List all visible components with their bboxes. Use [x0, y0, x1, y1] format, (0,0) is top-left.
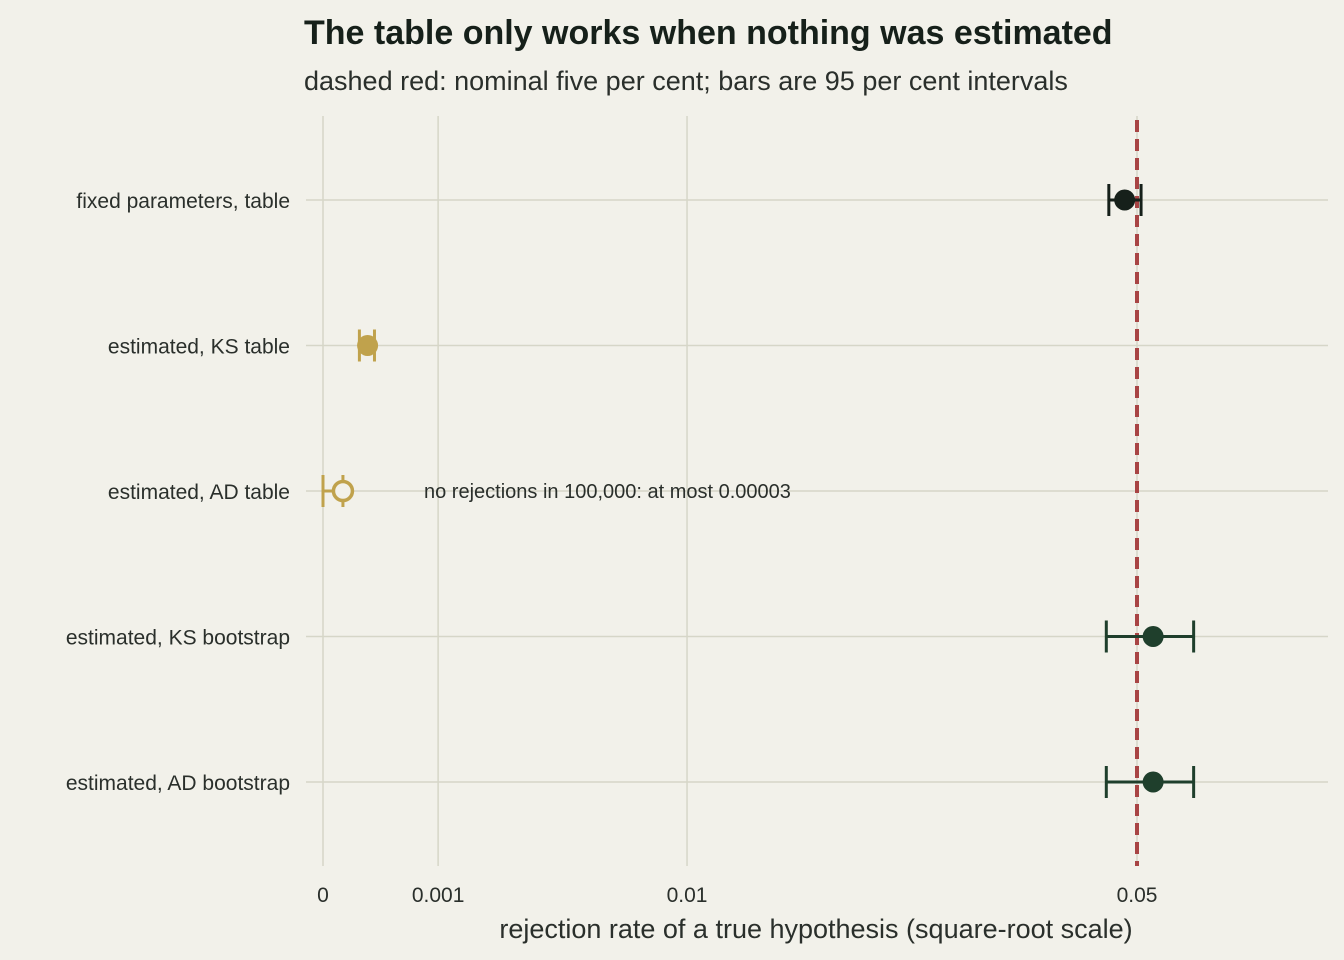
- category-label: estimated, KS table: [108, 336, 290, 359]
- x-tick-label: 0.001: [412, 884, 465, 907]
- point-with-interval: [321, 475, 355, 507]
- x-tick-label: 0.01: [667, 884, 708, 907]
- x-tick-label: 0: [317, 884, 329, 907]
- category-labels: fixed parameters, table estimated, KS tab…: [66, 190, 290, 795]
- point-marker: [1142, 771, 1164, 793]
- chart-subtitle: dashed red: nominal five per cent; bars …: [304, 66, 1068, 96]
- point-with-interval: [357, 329, 379, 362]
- data-marks: [321, 184, 1196, 798]
- x-tick-label: 0.05: [1117, 884, 1158, 907]
- category-label: estimated, AD bootstrap: [66, 772, 290, 795]
- chart-title: The table only works when nothing was es…: [304, 14, 1113, 52]
- point-with-interval: [1104, 766, 1196, 798]
- category-label: estimated, AD table: [108, 481, 290, 504]
- point-with-interval: [1104, 620, 1196, 653]
- point-marker: [357, 335, 379, 356]
- annotation-text: no rejections in 100,000: at most 0.0000…: [424, 481, 791, 503]
- annotations: no rejections in 100,000: at most 0.0000…: [424, 481, 791, 503]
- point-marker: [331, 479, 355, 503]
- point-with-interval: [1107, 184, 1143, 216]
- x-axis-label: rejection rate of a true hypothesis (squ…: [499, 914, 1132, 944]
- point-marker: [1114, 189, 1136, 211]
- point-marker: [1142, 626, 1164, 647]
- x-tick-labels: 0 0.001 0.01 0.05: [317, 884, 1157, 907]
- category-label: estimated, KS bootstrap: [66, 627, 290, 650]
- category-label: fixed parameters, table: [76, 190, 290, 213]
